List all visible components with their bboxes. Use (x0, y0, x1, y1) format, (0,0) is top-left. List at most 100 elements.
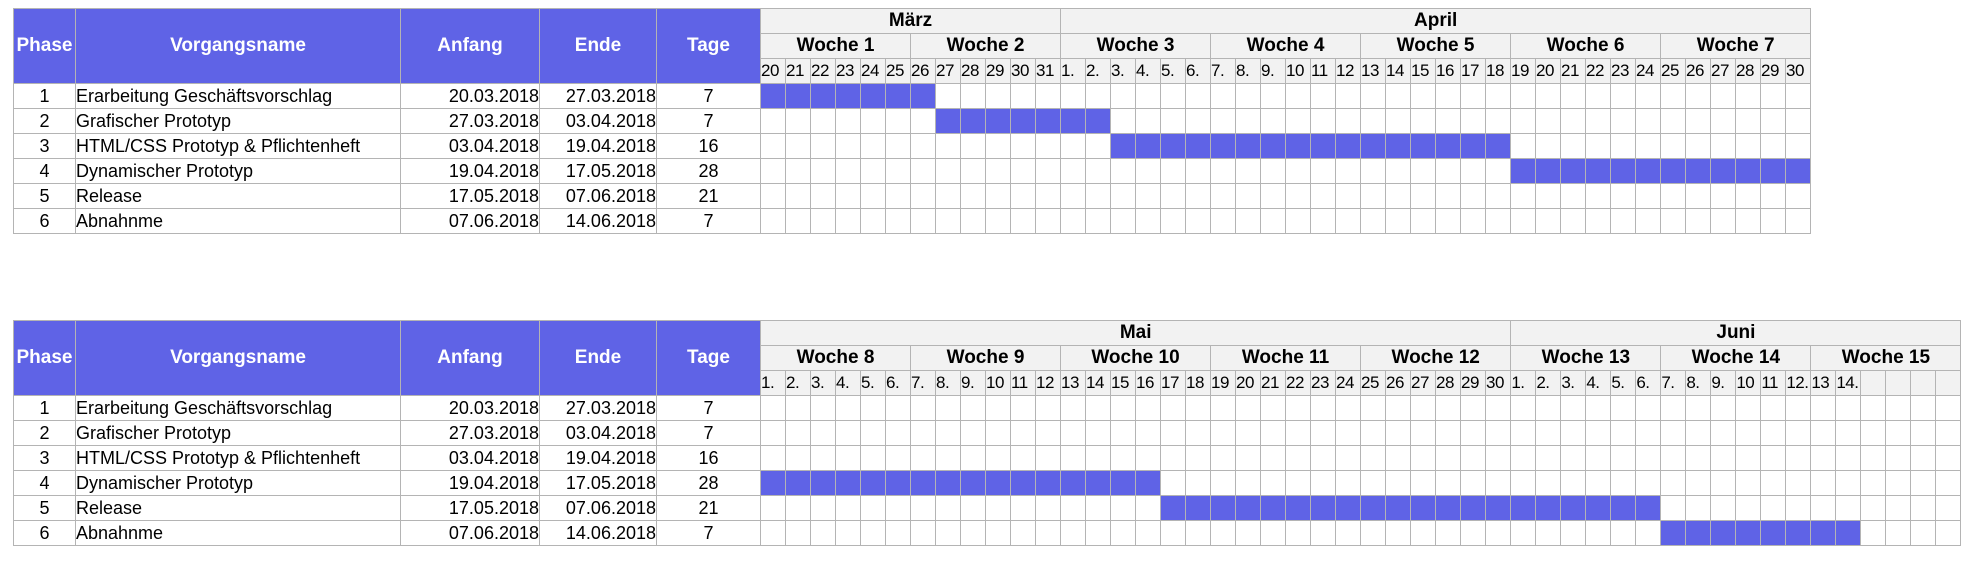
timeline-cell (1810, 395, 1837, 421)
gantt-bar-cell (985, 470, 1011, 496)
day-cell: 22 (1285, 370, 1311, 396)
timeline-cell (1185, 108, 1212, 134)
gantt-bar-cell (1735, 520, 1762, 546)
day-cell: 18 (1485, 58, 1512, 84)
task-name: Grafischer Prototyp (75, 420, 401, 446)
gantt-bar-cell (1360, 133, 1387, 159)
timeline-cell (910, 133, 936, 159)
timeline-cell (1460, 183, 1487, 209)
timeline-cell (1760, 183, 1787, 209)
gantt-bar-cell (960, 470, 986, 496)
day-cell: 2. (1085, 58, 1112, 84)
timeline-cell (1310, 208, 1337, 234)
day-cell: 12 (1035, 370, 1061, 396)
timeline-cell (1585, 445, 1612, 471)
timeline-cell (1460, 470, 1486, 496)
timeline-cell (860, 495, 886, 521)
timeline-cell (1785, 395, 1812, 421)
timeline-cell (760, 208, 786, 234)
timeline-cell (1735, 133, 1762, 159)
gantt-bar-cell (835, 83, 861, 109)
timeline-cell (1484, 445, 1512, 471)
gantt-bar-cell (1385, 133, 1412, 159)
task-end: 19.04.2018 (539, 133, 657, 159)
gantt-bar-cell (1285, 133, 1312, 159)
header-row-days: 1. 2. 3. 4. 5. 6. 7. 8. 9. 10 11 12 13 14 15 16 17 18 19 20… (14, 370, 1962, 396)
timeline-cell (785, 133, 811, 159)
timeline-cell (1210, 520, 1236, 546)
gantt-bar-cell (1310, 495, 1336, 521)
timeline-cell (1710, 133, 1737, 159)
timeline-cell (1660, 445, 1687, 471)
gantt-bar-cell (985, 108, 1011, 134)
timeline-cell (885, 133, 911, 159)
task-phase: 3 (13, 133, 76, 159)
timeline-cell (1735, 208, 1762, 234)
timeline-cell (860, 133, 886, 159)
task-phase: 3 (13, 445, 76, 471)
day-cell: 26 (1685, 58, 1712, 84)
timeline-cell (885, 183, 911, 209)
timeline-cell (1735, 470, 1762, 496)
timeline-cell (1360, 420, 1386, 446)
timeline-cell (1585, 520, 1612, 546)
gantt-bar-cell (1135, 133, 1162, 159)
day-cell: 27 (1710, 58, 1737, 84)
timeline-cell (1860, 495, 1887, 521)
timeline-cell (1260, 395, 1286, 421)
task-days: 21 (656, 183, 761, 209)
timeline-cell (1260, 470, 1286, 496)
day-cell: 4. (835, 370, 861, 396)
timeline-cell (1135, 420, 1161, 446)
task-name: Erarbeitung Geschäftsvorschlag (75, 83, 401, 109)
timeline-cell (1835, 495, 1862, 521)
timeline-cell (1560, 445, 1587, 471)
timeline-cell (1785, 495, 1812, 521)
task-phase: 1 (13, 395, 76, 421)
day-cell: 28 (1435, 370, 1461, 396)
timeline-cell (1935, 445, 1962, 471)
timeline-cell (1235, 470, 1261, 496)
day-cell: 31 (1034, 58, 1062, 84)
timeline-cell (1185, 520, 1211, 546)
timeline-cell (1510, 520, 1537, 546)
timeline-cell (1585, 395, 1612, 421)
timeline-cell (1010, 520, 1036, 546)
day-cell: 20 (1235, 370, 1261, 396)
gantt-bar-cell (1685, 158, 1712, 184)
task-start: 07.06.2018 (400, 520, 540, 546)
timeline-cell (1435, 208, 1462, 234)
timeline-cell (1610, 108, 1637, 134)
timeline-cell (1535, 108, 1562, 134)
gantt-bar-cell (1160, 495, 1186, 521)
timeline-cell (860, 420, 886, 446)
timeline-cell (1210, 208, 1237, 234)
timeline-cell (1585, 133, 1612, 159)
timeline-cell (860, 520, 886, 546)
timeline-cell (1460, 420, 1486, 446)
timeline-cell (960, 133, 986, 159)
gantt-bar-cell (1735, 158, 1762, 184)
task-row: 1 Erarbeitung Geschäftsvorschlag 20.03.201… (13, 395, 1962, 421)
timeline-cell (985, 83, 1011, 109)
timeline-cell (1510, 83, 1537, 109)
timeline-cell (1935, 395, 1962, 421)
gantt-bar-cell (1010, 470, 1036, 496)
timeline-cell (1785, 83, 1812, 109)
timeline-cell (1235, 520, 1261, 546)
day-cell: 27 (935, 58, 961, 84)
timeline-cell (1535, 183, 1562, 209)
task-start: 19.04.2018 (400, 158, 540, 184)
timeline-cell (1060, 495, 1086, 521)
day-cell: 10 (1285, 58, 1312, 84)
gantt-bar-cell (785, 470, 811, 496)
gantt-bar-cell (1085, 108, 1112, 134)
task-days: 7 (656, 420, 761, 446)
timeline-cell (1085, 495, 1111, 521)
timeline-cell (1085, 83, 1112, 109)
day-cell: 7. (1210, 58, 1237, 84)
timeline-cell (935, 520, 961, 546)
timeline-cell (1360, 520, 1386, 546)
gantt-bar-cell (760, 470, 786, 496)
timeline-cell (810, 420, 836, 446)
